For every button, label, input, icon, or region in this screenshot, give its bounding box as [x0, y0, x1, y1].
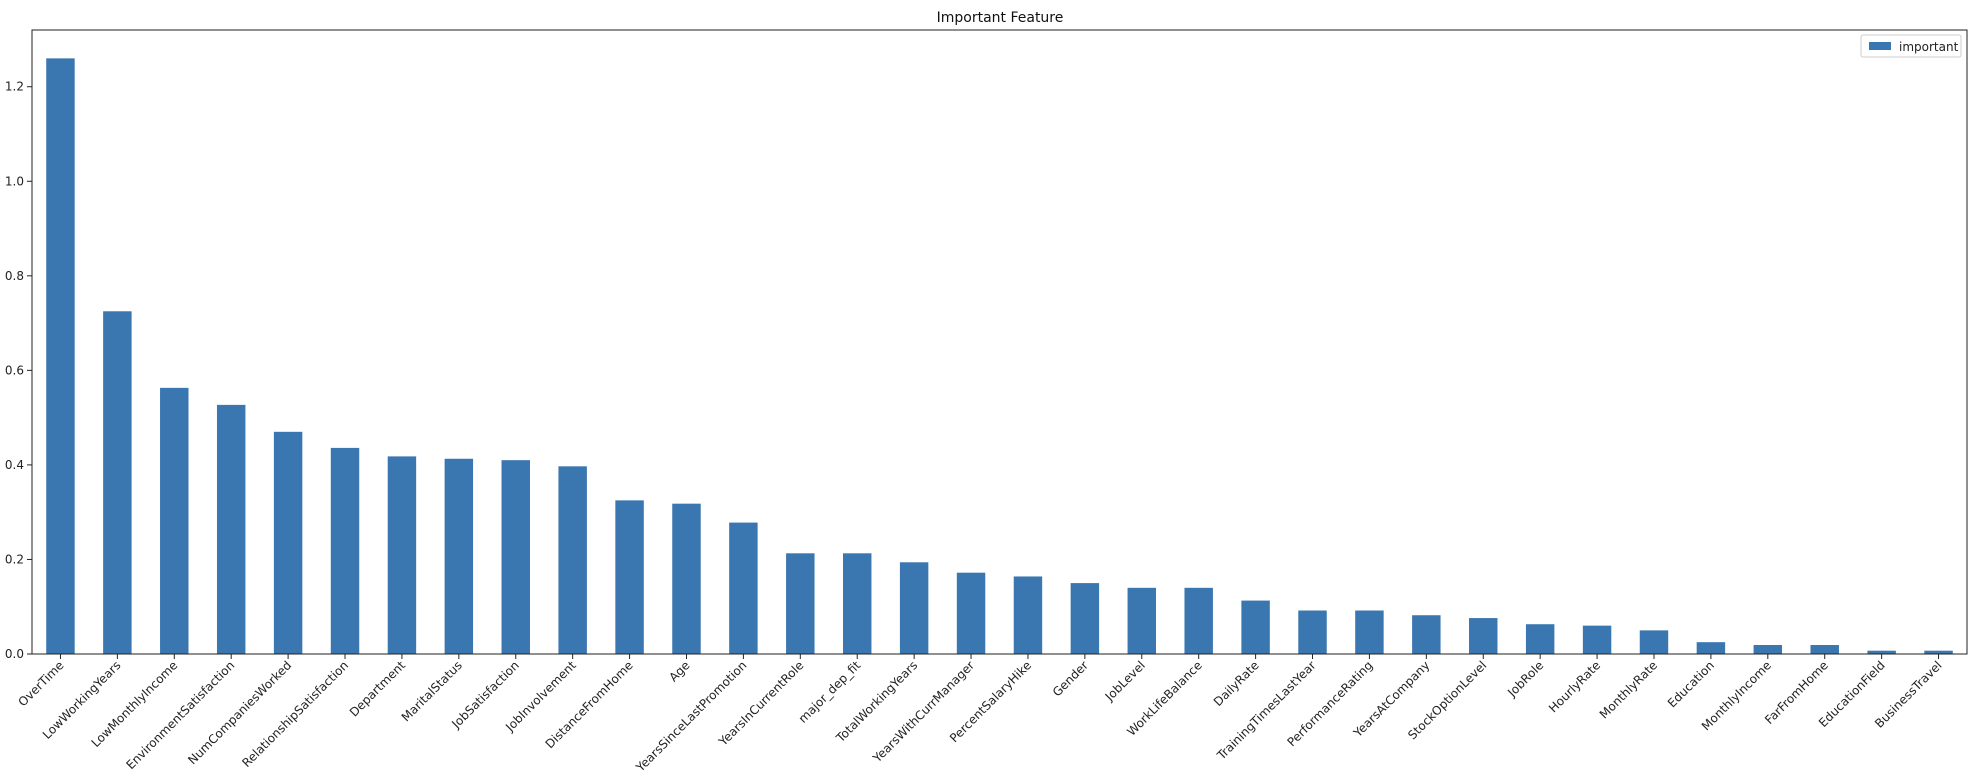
bar-NumCompaniesWorked — [273, 431, 303, 654]
bar-TrainingTimesLastYear — [1298, 610, 1327, 654]
x-tick-label: EnvironmentSatisfaction — [123, 658, 237, 772]
bar-Department — [387, 456, 417, 654]
legend-box — [1860, 34, 1962, 58]
bar-FarFromHome — [1810, 645, 1839, 654]
x-axis: OverTimeLowWorkingYearsLowMonthlyIncomeE… — [15, 654, 1945, 775]
bar-MaritalStatus — [444, 458, 474, 654]
y-tick-label: 0.2 — [5, 552, 24, 566]
bar-JobLevel — [1127, 587, 1157, 654]
x-tick-label: YearsWithCurrManager — [870, 658, 978, 766]
bar-PercentSalaryHike — [1013, 576, 1043, 654]
bar-YearsAtCompany — [1412, 615, 1441, 654]
x-tick-label: RelationshipSatisfaction — [239, 658, 351, 770]
bar-YearsInCurrentRole — [786, 553, 815, 654]
y-tick-label: 0.6 — [5, 363, 24, 377]
legend-swatch — [1869, 42, 1891, 50]
x-tick-label: JobRole — [1504, 658, 1546, 700]
x-tick-label: TrainingTimesLastYear — [1214, 658, 1319, 763]
bar-DailyRate — [1241, 600, 1270, 654]
bar-OverTime — [46, 58, 75, 654]
bar-MonthlyIncome — [1753, 645, 1783, 654]
bar-RelationshipSatisfaction — [330, 447, 360, 654]
bar-MonthlyRate — [1639, 630, 1669, 654]
x-tick-label: Age — [666, 658, 692, 684]
x-tick-label: Department — [347, 658, 408, 719]
x-tick-label: Education — [1665, 658, 1717, 710]
bar-YearsSinceLastPromotion — [729, 522, 758, 654]
bar-JobRole — [1525, 624, 1555, 654]
bar-EducationField — [1867, 650, 1896, 654]
bar-Age — [672, 503, 701, 654]
x-tick-label: HourlyRate — [1546, 658, 1603, 715]
bar-YearsWithCurrManager — [956, 572, 986, 654]
bar-BusinessTravel — [1924, 650, 1953, 654]
x-tick-label: NumCompaniesWorked — [185, 658, 294, 767]
bar-EnvironmentSatisfaction — [216, 404, 246, 654]
x-tick-label: Gender — [1050, 658, 1091, 699]
bar-JobSatisfaction — [501, 460, 530, 654]
bar-JobInvolvement — [558, 466, 587, 654]
y-tick-label: 0.8 — [5, 269, 24, 283]
bar-TotalWorkingYears — [899, 562, 929, 654]
bar-Education — [1696, 642, 1726, 654]
x-tick-label: JobLevel — [1102, 658, 1148, 704]
bar-HourlyRate — [1582, 625, 1612, 654]
bar-PerformanceRating — [1355, 610, 1384, 654]
bar-LowWorkingYears — [103, 311, 132, 654]
y-tick-label: 1.2 — [5, 80, 24, 94]
y-axis: 0.0 0.2 0.4 0.6 0.8 1.0 1.2 — [5, 80, 32, 661]
y-tick-label: 0.0 — [5, 647, 24, 661]
legend: important — [1860, 34, 1962, 58]
bars-layer — [46, 58, 1953, 654]
bar-DistanceFromHome — [615, 500, 644, 654]
bar-LowMonthlyIncome — [160, 387, 189, 654]
chart-title: Important Feature — [937, 10, 1064, 26]
x-tick-label: YearsSinceLastPromotion — [633, 658, 750, 775]
y-tick-label: 1.0 — [5, 174, 24, 188]
bar-major_dep_fit — [842, 553, 872, 654]
bar-WorkLifeBalance — [1184, 587, 1213, 654]
x-tick-label: DailyRate — [1211, 658, 1262, 709]
x-tick-label: OverTime — [15, 658, 66, 709]
x-tick-label: MonthlyRate — [1597, 658, 1660, 721]
plot-frame — [31, 29, 1968, 655]
y-tick-label: 0.4 — [5, 458, 24, 472]
bar-Gender — [1070, 583, 1100, 654]
legend-label: important — [1899, 40, 1959, 54]
bar-StockOptionLevel — [1469, 618, 1498, 654]
